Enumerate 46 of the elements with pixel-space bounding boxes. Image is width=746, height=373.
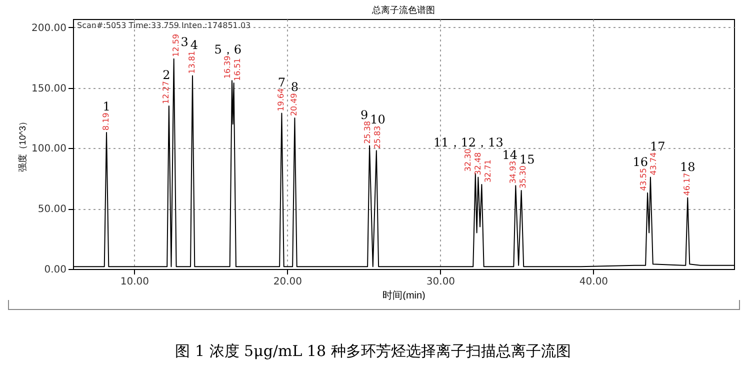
annotation: 25.38 [362,120,372,144]
annotation: 35.30 [518,166,528,188]
annotation: 9 [360,108,368,122]
annotation: 8 [290,80,299,94]
annotation: 16.39 [222,56,232,79]
annotation: 43.74 [649,152,658,176]
annotation: 1 [102,100,110,114]
annotation: Scan#:5053 Time:33.759 Inten.:174851.03 [77,21,251,30]
y-tick-label: 200.00 [32,22,66,34]
annotation: 14 [502,148,518,162]
x-tick-label: 40.00 [579,276,608,288]
caption: 图 1 浓度 5μg/mL 18 种多环芳烃选择离子扫描总离子流图 [174,342,572,361]
annotation: 25.83 [372,126,382,149]
annotation: 19.64 [276,88,286,112]
annotation: 17 [650,139,666,154]
annotation: 8.19 [102,112,111,131]
x-tick-label: 20.00 [273,276,302,288]
annotation: 32.71 [483,160,492,182]
annotation: 16.51 [232,58,242,82]
annotation: 2 [162,68,170,82]
annotation: 46.17 [682,172,692,196]
annotation: 3 [180,35,188,49]
annotation: 18 [680,160,696,174]
y-tick-label: 150.00 [32,83,66,94]
annotation: 12.27 [161,81,170,104]
annotation: 32.48 [473,152,482,176]
annotation: 34.93 [508,160,518,184]
annotation: 12.59 [171,34,180,57]
annotation: 11，12，13 [434,136,504,150]
chart-title: 总离子流色谱图 [371,5,435,16]
annotation: 32.30 [463,148,472,172]
annotation: 20.49 [290,93,299,116]
annotation: 4 [190,38,198,52]
x-tick-label: 30.00 [426,276,456,288]
annotation: 13.81 [188,50,196,74]
annotation: 43.55 [639,168,648,191]
annotation: 15 [519,152,535,167]
x-tick-label: 10.00 [120,276,150,288]
annotation: 5，6 [214,42,242,57]
annotation: 10 [370,112,386,127]
annotation: 7 [278,75,286,90]
annotation: 16 [632,155,648,170]
y-tick-label: 0.00 [44,264,66,276]
y-tick-label: 50.00 [38,204,66,216]
y-axis-title: 强度（10^3） [18,116,28,172]
y-tick-label: 100.00 [32,144,66,155]
